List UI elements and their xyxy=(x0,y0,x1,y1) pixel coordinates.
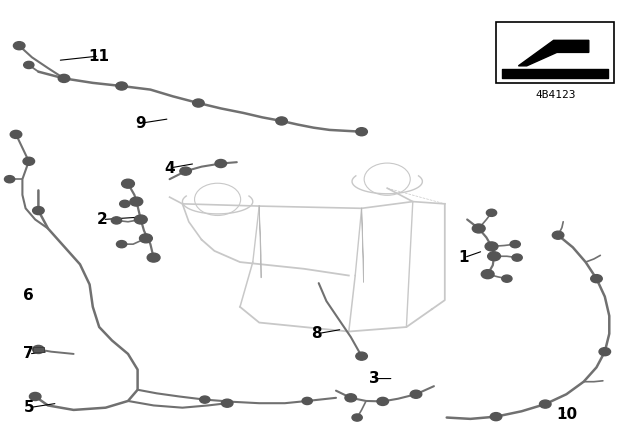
Circle shape xyxy=(540,400,551,408)
Polygon shape xyxy=(518,40,589,66)
Text: 4B4123: 4B4123 xyxy=(535,90,575,100)
Circle shape xyxy=(13,42,25,50)
Circle shape xyxy=(490,413,502,421)
Circle shape xyxy=(485,242,498,251)
Text: 3: 3 xyxy=(369,371,380,386)
Text: 1: 1 xyxy=(459,250,469,265)
Circle shape xyxy=(130,197,143,206)
Circle shape xyxy=(134,215,147,224)
Circle shape xyxy=(356,352,367,360)
Text: 5: 5 xyxy=(24,400,34,415)
Bar xyxy=(496,22,614,83)
Text: 2: 2 xyxy=(97,212,108,227)
Circle shape xyxy=(116,82,127,90)
Circle shape xyxy=(472,224,485,233)
Circle shape xyxy=(502,275,512,282)
Circle shape xyxy=(599,348,611,356)
Text: 11: 11 xyxy=(89,48,109,64)
Circle shape xyxy=(276,117,287,125)
Text: 4: 4 xyxy=(164,160,175,176)
Bar xyxy=(33,347,44,352)
Circle shape xyxy=(215,159,227,168)
Circle shape xyxy=(140,234,152,243)
Circle shape xyxy=(552,231,564,239)
Circle shape xyxy=(120,200,130,207)
Circle shape xyxy=(29,392,41,401)
Text: 8: 8 xyxy=(312,326,322,341)
Circle shape xyxy=(356,128,367,136)
Circle shape xyxy=(377,397,388,405)
Circle shape xyxy=(486,209,497,216)
Circle shape xyxy=(512,254,522,261)
Circle shape xyxy=(345,394,356,402)
Circle shape xyxy=(10,130,22,138)
Circle shape xyxy=(591,275,602,283)
Circle shape xyxy=(180,167,191,175)
Text: 6: 6 xyxy=(24,288,34,303)
Text: 10: 10 xyxy=(556,407,577,422)
Circle shape xyxy=(510,241,520,248)
Text: 9: 9 xyxy=(136,116,146,131)
Circle shape xyxy=(58,74,70,82)
Circle shape xyxy=(111,217,122,224)
Circle shape xyxy=(23,157,35,165)
Circle shape xyxy=(193,99,204,107)
Circle shape xyxy=(352,414,362,421)
Text: 7: 7 xyxy=(24,346,34,362)
Circle shape xyxy=(410,390,422,398)
Circle shape xyxy=(147,253,160,262)
Circle shape xyxy=(116,241,127,248)
Circle shape xyxy=(302,397,312,405)
Circle shape xyxy=(24,61,34,69)
Circle shape xyxy=(481,270,494,279)
Circle shape xyxy=(122,179,134,188)
Circle shape xyxy=(33,207,44,215)
Circle shape xyxy=(488,252,500,261)
Circle shape xyxy=(33,345,44,353)
Circle shape xyxy=(4,176,15,183)
Circle shape xyxy=(200,396,210,403)
Circle shape xyxy=(221,399,233,407)
